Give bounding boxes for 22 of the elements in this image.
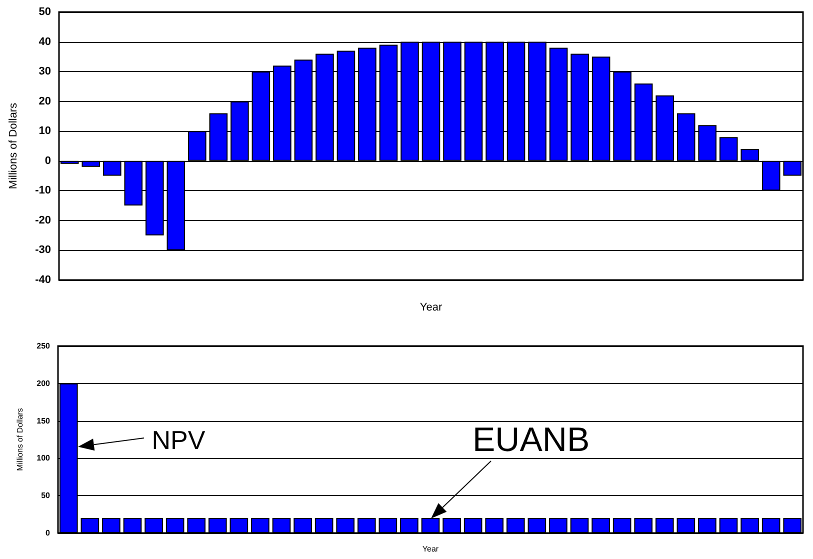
y-axis-title: Millions of Dollars xyxy=(16,408,24,471)
y-tick-label: 30 xyxy=(38,66,51,78)
y-tick-label: 200 xyxy=(36,378,51,388)
y-tick-label: -20 xyxy=(35,214,51,226)
y-tick-label: -30 xyxy=(35,244,51,256)
y-tick-label: 0 xyxy=(44,154,51,167)
y-tick-label: 10 xyxy=(38,125,51,138)
annotation: NPV xyxy=(150,424,208,454)
y-tick-label: -40 xyxy=(35,274,51,286)
y-tick-label: 150 xyxy=(36,416,51,426)
y-tick-label: 40 xyxy=(38,36,51,48)
y-axis-title: Millions of Dollars xyxy=(8,102,20,190)
y-tick-label: 0 xyxy=(46,528,51,538)
y-tick-label: 50 xyxy=(41,491,51,500)
x-axis-title: Year xyxy=(422,544,439,554)
x-axis-title: Year xyxy=(420,302,442,314)
y-tick-label: 20 xyxy=(38,95,51,108)
y-tick-label: 50 xyxy=(38,6,51,18)
annotation: EUANB xyxy=(470,420,592,458)
y-tick-label: 250 xyxy=(36,342,51,350)
y-tick-label: 100 xyxy=(36,454,51,463)
y-tick-label: -10 xyxy=(35,184,51,197)
